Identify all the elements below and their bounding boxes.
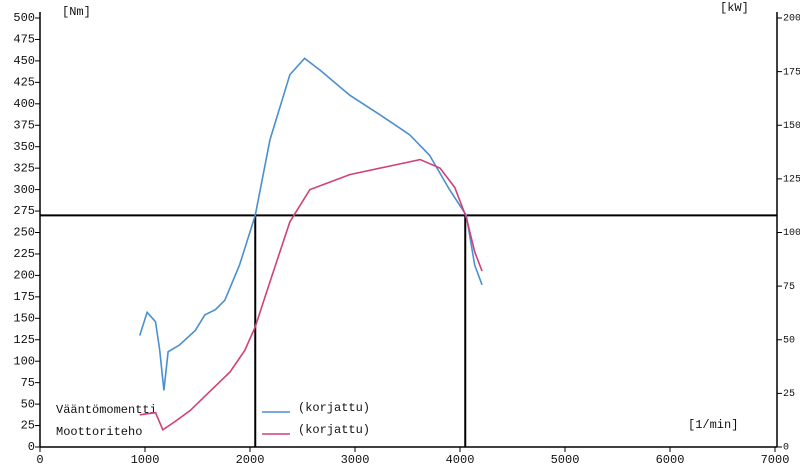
x-tick-label: 7000 [761, 453, 790, 467]
y-tick-label: 350 [13, 140, 35, 154]
x-tick-label: 3000 [341, 453, 370, 467]
y-tick-label: 200 [13, 269, 35, 283]
y-tick-label: 275 [13, 204, 35, 218]
y2-tick-label: 100 [783, 228, 800, 239]
x-tick-label: 2000 [236, 453, 265, 467]
legend-note: (korjattu) [298, 423, 370, 437]
y-tick-label: 425 [13, 76, 35, 90]
y2-tick-label: 0 [783, 443, 789, 454]
y-tick-label: 0 [28, 440, 35, 454]
x-unit: [1/min] [688, 418, 738, 432]
y2-unit: [kW] [720, 1, 749, 15]
y-tick-label: 475 [13, 33, 35, 47]
y-tick-label: 125 [13, 333, 35, 347]
y-tick-label: 375 [13, 118, 35, 132]
y-tick-label: 250 [13, 226, 35, 240]
y2-tick-label: 125 [783, 175, 800, 186]
legend-note: (korjattu) [298, 401, 370, 415]
y2-tick-label: 200 [783, 14, 800, 25]
legend-label: Moottoriteho [56, 425, 142, 439]
y-tick-label: 500 [13, 11, 35, 25]
y-tick-label: 75 [21, 376, 35, 390]
y2-tick-label: 50 [783, 335, 795, 346]
y-tick-label: 225 [13, 247, 35, 261]
x-tick-label: 6000 [656, 453, 685, 467]
y-tick-label: 25 [21, 419, 35, 433]
series-line [139, 158, 483, 432]
y-unit: [Nm] [62, 5, 91, 19]
y2-tick-label: 150 [783, 121, 800, 132]
y-tick-label: 50 [21, 397, 35, 411]
y-tick-label: 175 [13, 290, 35, 304]
series-line [138, 57, 483, 391]
y-tick-label: 450 [13, 54, 35, 68]
x-tick-label: 0 [36, 453, 43, 467]
legend-label: Vääntömomentti [56, 403, 157, 417]
y2-tick-label: 75 [783, 282, 795, 293]
y2-tick-label: 175 [783, 67, 800, 78]
y2-tick-label: 25 [783, 389, 795, 400]
x-tick-label: 1000 [131, 453, 160, 467]
y-tick-label: 300 [13, 183, 35, 197]
x-tick-label: 5000 [551, 453, 580, 467]
y-tick-label: 325 [13, 161, 35, 175]
x-tick-label: 4000 [446, 453, 475, 467]
y-tick-label: 150 [13, 311, 35, 325]
y-tick-label: 400 [13, 97, 35, 111]
y-tick-label: 100 [13, 354, 35, 368]
